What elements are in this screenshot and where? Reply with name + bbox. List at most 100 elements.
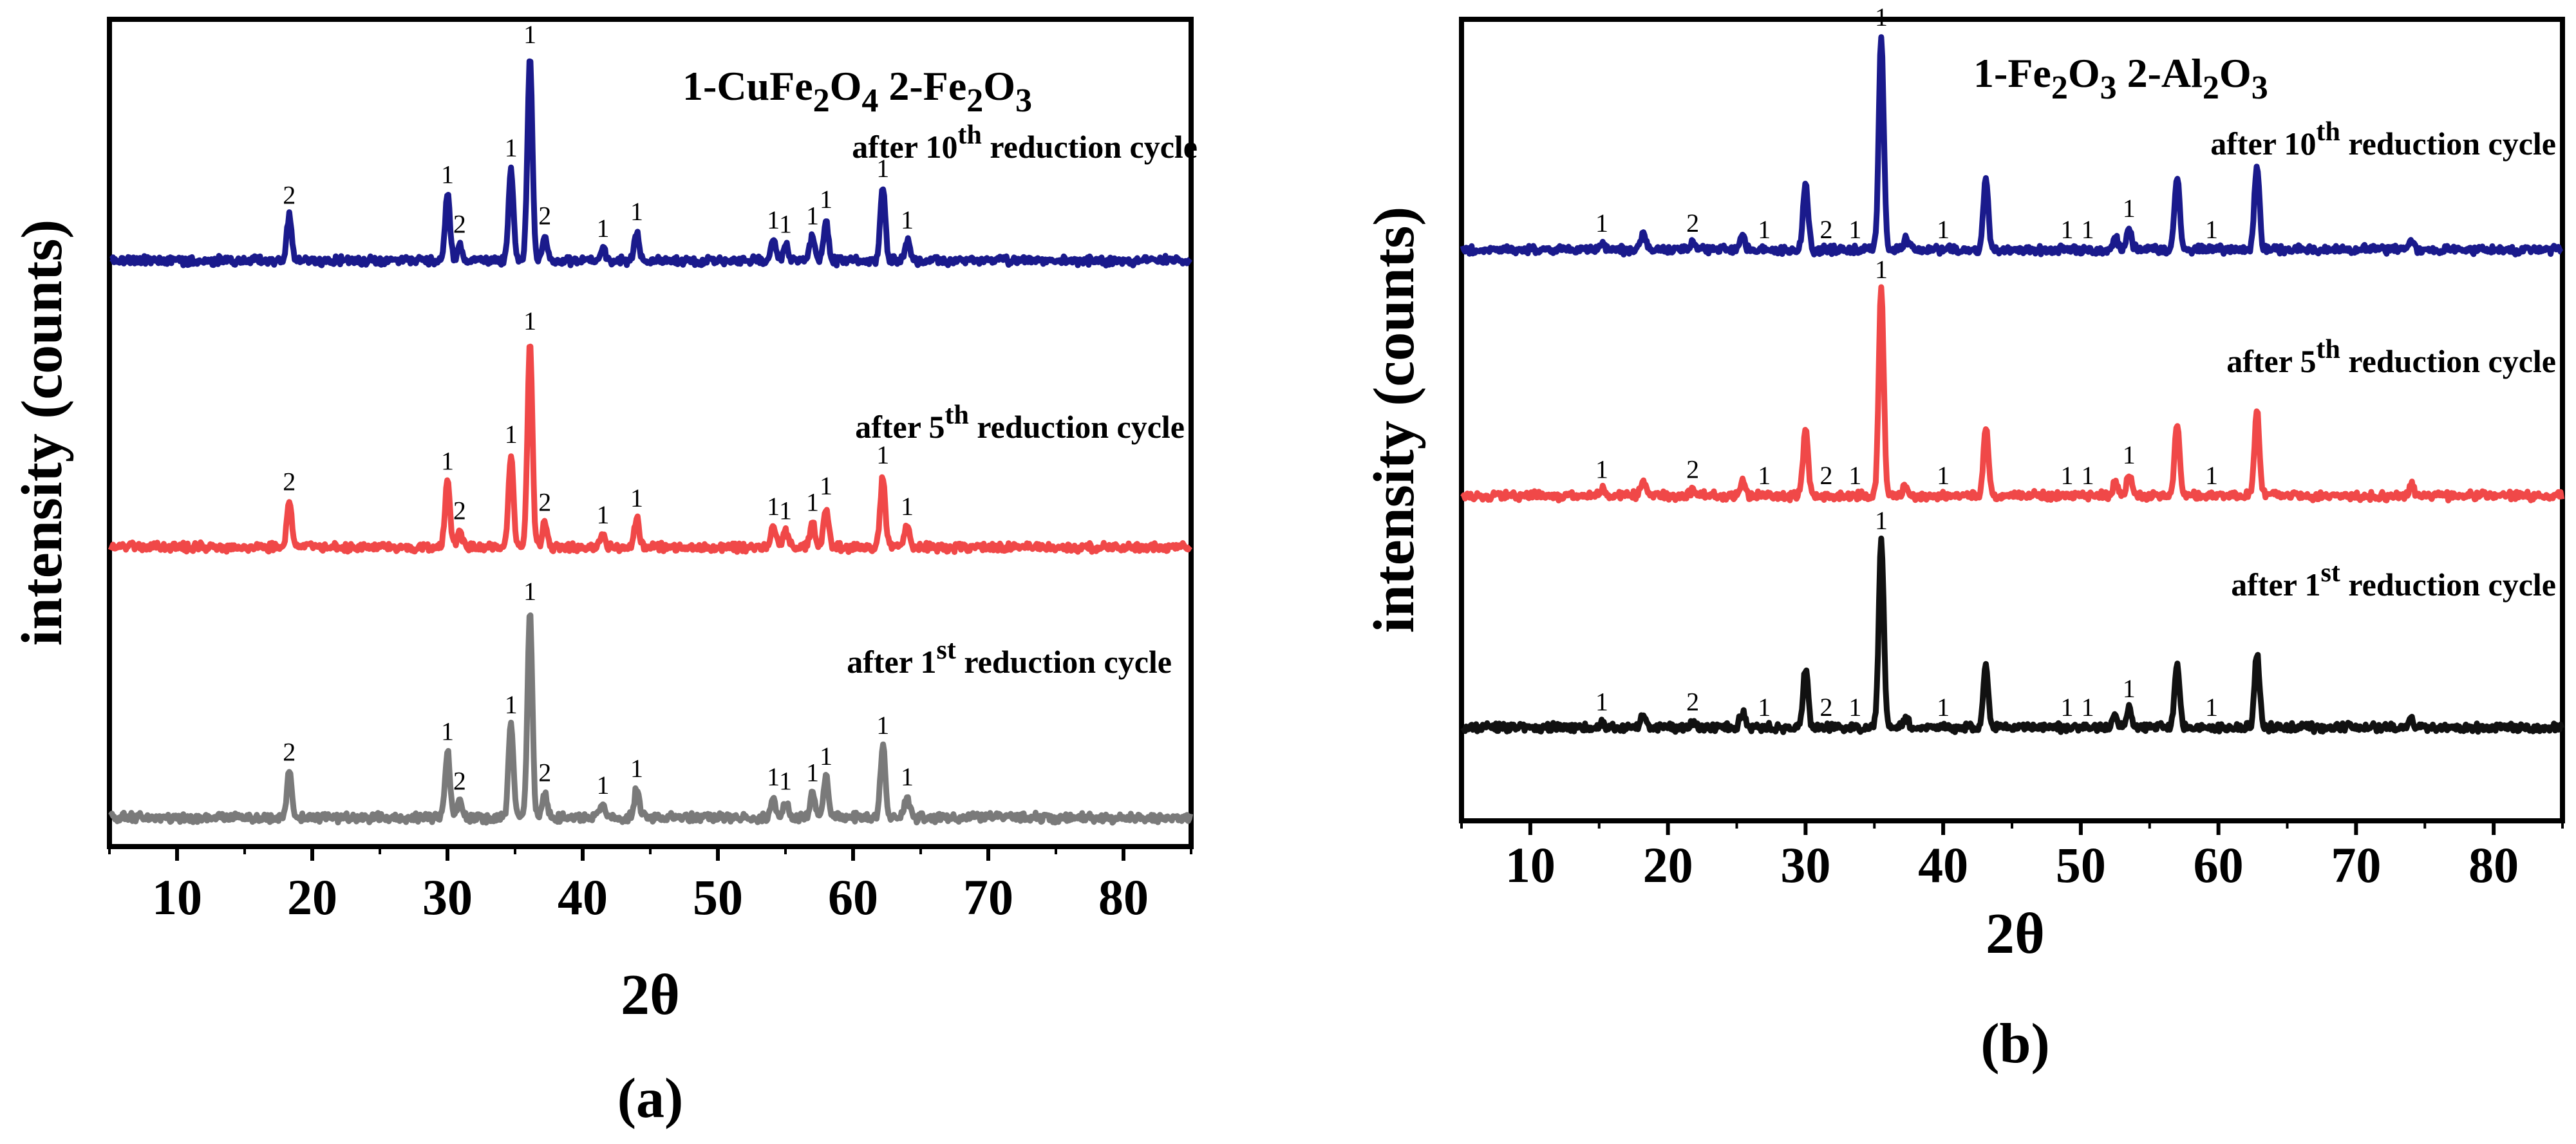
peak-label: 1 [441, 447, 454, 476]
x-tick-label: 30 [1780, 837, 1830, 893]
x-tick-label: 20 [1643, 837, 1693, 893]
peak-label: 1 [1758, 461, 1771, 490]
peak-label: 2 [1686, 455, 1699, 483]
peak-label: 2 [283, 467, 296, 496]
series-label: after 10th reduction cycle [2210, 117, 2556, 162]
peak-label: 1 [901, 492, 914, 521]
peak-label: 1 [2061, 693, 2074, 722]
peak-label: 1 [1595, 455, 1608, 483]
series-label: after 1st reduction cycle [2231, 558, 2556, 603]
peak-label: 1 [876, 154, 889, 183]
peak-label: 1 [523, 577, 536, 606]
panel-a-legend-text: 1-CuFe2O4 2-Fe2O3 [682, 63, 1032, 119]
peak-label: 1 [441, 717, 454, 746]
x-tick-label: 10 [1505, 837, 1556, 893]
x-tick-label: 40 [558, 869, 608, 925]
x-tick-label: 50 [693, 869, 743, 925]
peak-label: 1 [523, 20, 536, 49]
series-trace [108, 343, 1192, 555]
series-label: after 10th reduction cycle [852, 120, 1198, 165]
panel-b-x-axis-title: 2θ [1986, 902, 2045, 966]
peak-label: 1 [779, 766, 792, 795]
peak-label: 1 [1875, 506, 1888, 535]
peak-label: 2 [453, 766, 466, 795]
peak-label: 1 [767, 762, 780, 791]
peak-label: 1 [1758, 215, 1771, 244]
panel-b-x-ticks: 10 20 30 40 50 60 70 80 [1460, 821, 2564, 893]
peak-label: 1 [597, 214, 610, 243]
peak-label: 1 [1848, 693, 1861, 722]
peak-label: 1 [505, 133, 518, 162]
peak-label: 1 [1848, 461, 1861, 490]
peak-label: 1 [630, 483, 643, 512]
peak-label: 1 [779, 496, 792, 525]
peak-label: 2 [283, 738, 296, 767]
x-tick-label: 30 [422, 869, 473, 925]
peak-label: 1 [2123, 674, 2136, 703]
peak-label: 2 [1819, 461, 1832, 490]
x-tick-label: 40 [1918, 837, 1968, 893]
peak-label: 1 [630, 197, 643, 226]
panel-b-legend: 1-Fe2O3 2-Al2O3 [1973, 50, 2268, 106]
peak-label: 1 [806, 488, 819, 517]
peak-label: 1 [2082, 215, 2094, 244]
peak-label: 1 [2205, 461, 2218, 490]
x-tick-label: 20 [287, 869, 337, 925]
x-tick-label: 80 [2468, 837, 2519, 893]
peak-label: 2 [453, 496, 466, 525]
peak-label: 1 [876, 711, 889, 740]
x-tick-label: 10 [152, 869, 202, 925]
peak-label: 1 [820, 185, 832, 214]
peak-label: 1 [806, 202, 819, 230]
peak-label: 1 [1875, 255, 1888, 284]
series-trace [1460, 284, 2565, 503]
series-label: after 1st reduction cycle [847, 635, 1172, 680]
peak-label: 1 [1937, 215, 1950, 244]
peak-label: 1 [1937, 461, 1950, 490]
peak-label: 2 [453, 209, 466, 238]
series-trace [108, 612, 1194, 826]
peak-label: 1 [441, 160, 454, 189]
peak-label: 1 [1595, 687, 1608, 716]
peak-label: 1 [1595, 209, 1608, 238]
peak-label: 1 [2205, 693, 2218, 722]
peak-label: 1 [820, 471, 832, 500]
peak-label: 2 [283, 181, 296, 210]
x-tick-label: 80 [1098, 869, 1149, 925]
panel-a-x-axis-title: 2θ [621, 963, 680, 1027]
series-label: after 5th reduction cycle [855, 400, 1185, 445]
peak-label: 1 [1848, 215, 1861, 244]
peak-label: 1 [767, 492, 780, 521]
x-tick-label: 60 [828, 869, 878, 925]
peak-label: 2 [1819, 693, 1832, 722]
peak-label: 1 [597, 771, 610, 800]
peak-label: 1 [630, 754, 643, 783]
peak-label: 1 [2205, 215, 2218, 244]
peak-label: 1 [767, 205, 780, 234]
peak-label: 1 [1937, 693, 1950, 722]
peak-label: 2 [1686, 209, 1699, 238]
peak-label: 1 [505, 420, 518, 449]
peak-label: 2 [538, 202, 551, 230]
panel-a-y-axis-title: intensity (counts) [10, 220, 74, 646]
x-tick-label: 70 [2331, 837, 2381, 893]
peak-label: 1 [1758, 693, 1771, 722]
peak-label: 1 [806, 758, 819, 787]
panel-a-legend: 1-CuFe2O4 2-Fe2O3 [682, 63, 1032, 119]
x-tick-label: 60 [2194, 837, 2244, 893]
peak-label: 1 [820, 742, 832, 771]
panel-b-label: (b) [1980, 1013, 2050, 1075]
x-tick-label: 50 [2056, 837, 2106, 893]
series-trace [1460, 535, 2564, 735]
peak-label: 2 [538, 488, 551, 517]
series-label: after 5th reduction cycle [2226, 335, 2556, 379]
peak-label: 1 [2082, 461, 2094, 490]
peak-label: 2 [538, 758, 551, 787]
peak-label: 1 [523, 306, 536, 335]
series-trace [1460, 34, 2564, 258]
peak-label: 2 [1686, 687, 1699, 716]
